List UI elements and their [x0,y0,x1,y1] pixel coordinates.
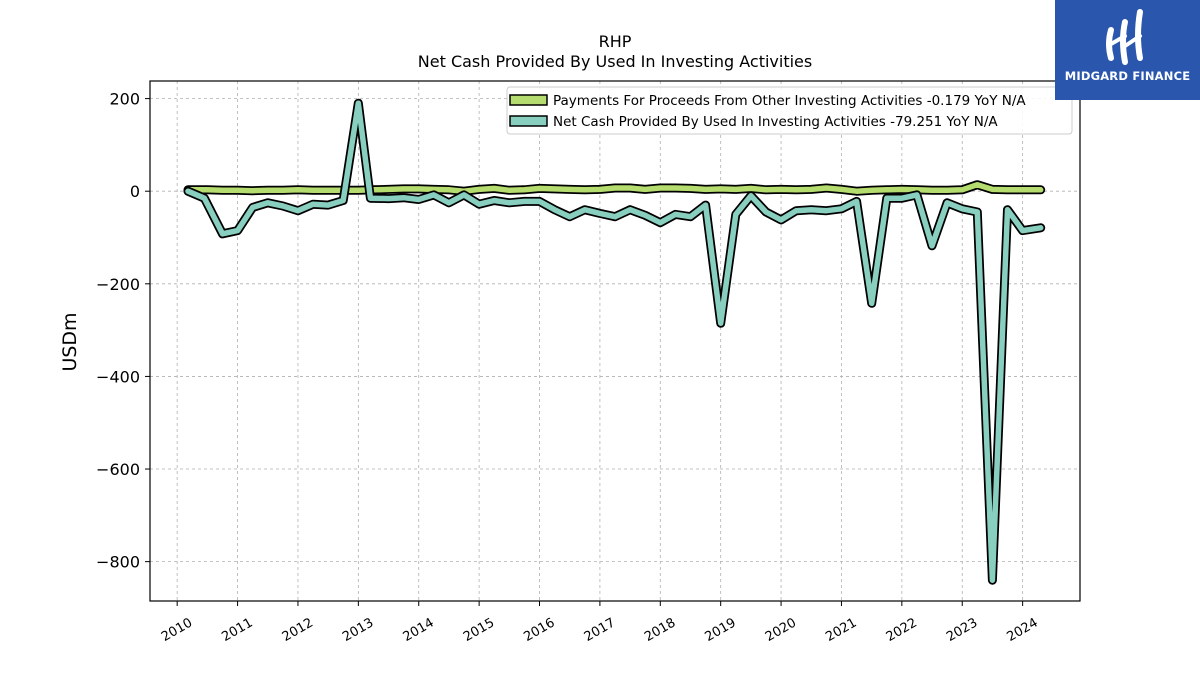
x-tick-label: 2015 [461,615,497,645]
legend-label: Net Cash Provided By Used In Investing A… [553,114,998,130]
y-tick-label: 0 [130,182,140,201]
y-tick-label: −200 [96,275,140,294]
x-axis: 2010 2011 2012 2013 2014 2015 2016 2017 2018 2019… [159,601,1041,645]
x-tick-label: 2024 [1004,615,1040,645]
y-tick-label: −400 [96,367,140,386]
y-tick-label: −600 [96,460,140,479]
x-tick-label: 2013 [340,615,376,645]
legend: Payments For Proceeds From Other Investi… [506,86,1073,135]
x-tick-label: 2017 [582,615,618,645]
x-tick-label: 2011 [219,615,255,645]
series-2-line [185,100,1044,583]
plot-area [149,80,1081,602]
brand-name: MIDGARD FINANCE [1064,69,1191,83]
x-tick-label: 2019 [703,615,739,645]
x-tick-label: 2018 [642,615,678,645]
x-tick-label: 2022 [884,615,920,645]
x-tick-label: 2014 [401,615,437,645]
legend-swatch [509,115,548,127]
brand-logo: MIDGARD FINANCE [1055,0,1200,100]
x-tick-label: 2020 [763,615,799,645]
legend-swatch [509,94,548,106]
series-2-outline [183,98,1046,585]
x-tick-label: 2021 [823,615,859,645]
series-layer [183,98,1046,585]
y-axis: 200 0 −200 −400 −600 −800 [96,90,150,572]
x-tick-label: 2016 [521,615,557,645]
legend-label: Payments For Proceeds From Other Investi… [553,93,1026,109]
grid [150,81,1080,601]
legend-frame [506,86,1073,135]
chart-subtitle: Net Cash Provided By Used In Investing A… [418,52,812,71]
y-tick-label: −800 [96,553,140,572]
x-tick-label: 2023 [944,615,980,645]
x-tick-label: 2010 [159,615,195,645]
x-tick-label: 2012 [280,615,316,645]
midgard-logo-icon [1106,9,1143,65]
y-tick-label: 200 [109,90,140,109]
chart-title: RHP [599,32,632,51]
y-axis-label: USDm [59,312,81,371]
series-1-line [185,181,1044,194]
